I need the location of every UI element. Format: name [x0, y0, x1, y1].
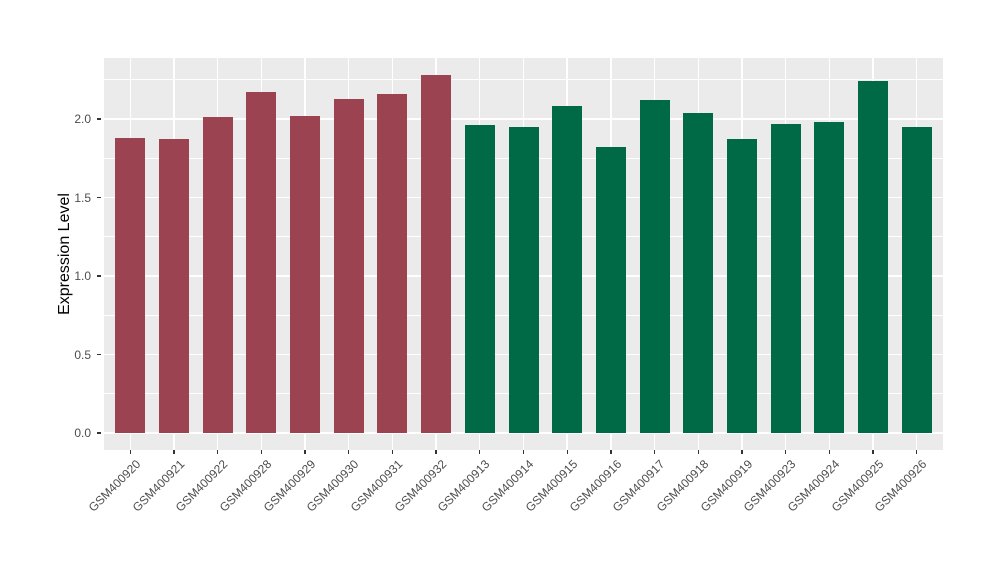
bar-GSM400918: [683, 112, 714, 433]
x-tick-mark: [566, 450, 568, 454]
x-tick-mark: [260, 450, 262, 454]
x-tick-mark: [304, 450, 306, 454]
bar-GSM400917: [639, 100, 670, 433]
x-tick-mark: [173, 450, 175, 454]
bar-GSM400931: [377, 93, 408, 433]
x-tick-mark: [610, 450, 612, 454]
y-tick-mark: [96, 196, 101, 199]
y-tick-mark: [96, 432, 101, 434]
bar-GSM400913: [464, 125, 495, 433]
x-tick-mark: [391, 450, 394, 454]
x-tick-mark: [435, 450, 437, 454]
bar-GSM400923: [770, 123, 801, 433]
x-tick-mark: [741, 450, 743, 454]
bar-GSM400914: [508, 126, 539, 433]
bar-GSM400920: [115, 137, 146, 433]
bar-GSM400926: [901, 126, 932, 433]
y-tick-mark: [96, 353, 101, 356]
bar-GSM400916: [595, 147, 626, 433]
bar-GSM400925: [858, 81, 889, 433]
bar-GSM400921: [158, 139, 189, 433]
y-axis-title-text: Expression Level: [56, 193, 73, 315]
y-tick-label: 0.0: [74, 426, 91, 440]
bar-GSM400924: [814, 122, 845, 433]
y-tick-mark: [96, 275, 101, 277]
y-tick-label: 1.0: [74, 269, 91, 283]
bar-GSM400930: [333, 98, 364, 433]
bar-GSM400919: [726, 139, 757, 433]
bar-GSM400929: [290, 115, 320, 433]
x-tick-mark: [479, 450, 481, 454]
x-tick-mark: [348, 450, 350, 454]
x-tick-mark: [872, 450, 874, 454]
y-tick-label: 0.5: [74, 347, 91, 362]
y-tick-label: 2.0: [74, 112, 91, 126]
x-tick-mark: [129, 450, 131, 454]
x-tick-mark: [697, 450, 699, 454]
x-tick-mark: [216, 450, 219, 454]
bar-GSM400928: [246, 92, 277, 433]
y-tick-mark: [96, 118, 101, 120]
y-tick-label: 1.5: [74, 190, 91, 205]
x-tick-mark: [785, 450, 787, 454]
bar-GSM400915: [552, 106, 583, 433]
x-tick-mark: [828, 450, 831, 454]
x-tick-mark: [522, 450, 525, 454]
x-tick-mark: [916, 450, 918, 454]
bar-GSM400922: [202, 117, 233, 433]
x-tick-mark: [653, 450, 656, 454]
bar-GSM400932: [421, 75, 452, 433]
plot-panel: [104, 58, 943, 450]
